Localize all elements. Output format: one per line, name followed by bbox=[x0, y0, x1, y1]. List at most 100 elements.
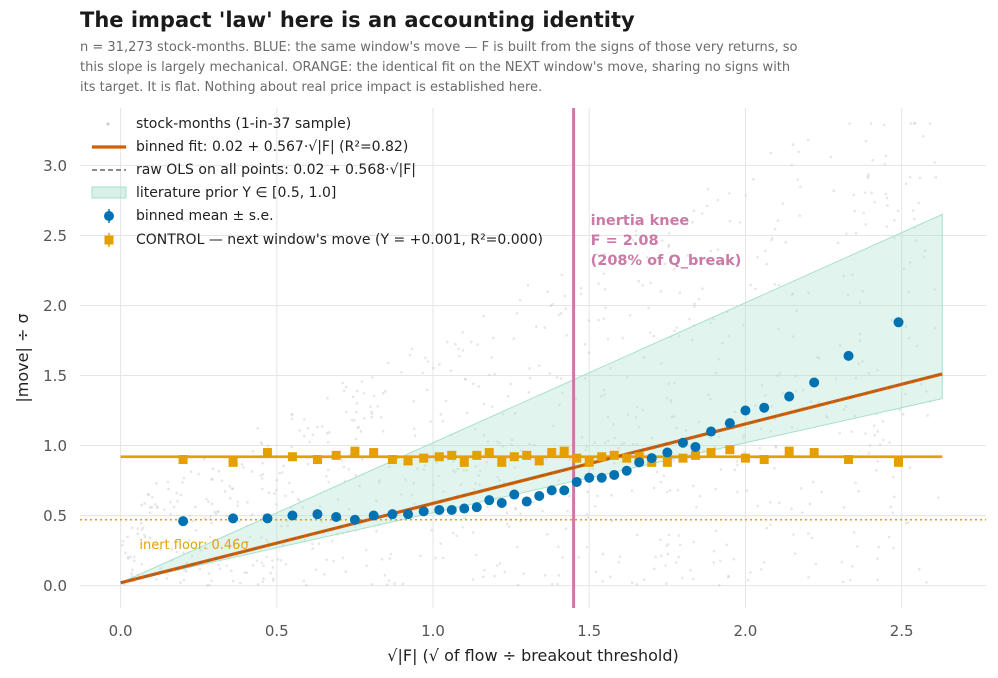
binned-mean-point bbox=[706, 426, 717, 437]
sample-point bbox=[681, 576, 684, 580]
control-marker bbox=[369, 448, 379, 458]
sample-point bbox=[649, 240, 653, 243]
sample-point bbox=[280, 471, 284, 474]
sample-point bbox=[675, 426, 678, 430]
sample-point bbox=[568, 494, 571, 498]
sample-point bbox=[792, 335, 795, 338]
sample-point bbox=[699, 494, 702, 498]
sample-point bbox=[800, 511, 804, 514]
sample-point bbox=[698, 420, 701, 423]
sample-point bbox=[501, 412, 505, 416]
sample-point bbox=[290, 412, 294, 416]
sample-point bbox=[354, 437, 358, 441]
sample-point bbox=[306, 427, 310, 430]
sample-point bbox=[689, 568, 692, 572]
sample-point bbox=[217, 470, 221, 473]
sample-point bbox=[907, 337, 911, 340]
sample-point bbox=[298, 429, 301, 432]
sample-point bbox=[707, 257, 711, 260]
sample-point bbox=[507, 525, 511, 529]
control-marker bbox=[522, 450, 532, 460]
sample-point bbox=[496, 564, 499, 567]
sample-point bbox=[184, 569, 188, 573]
sample-point bbox=[691, 577, 695, 581]
sample-point bbox=[210, 502, 214, 506]
sample-point bbox=[336, 498, 340, 501]
sample-point bbox=[477, 474, 480, 477]
sample-point bbox=[246, 501, 249, 504]
sample-point bbox=[853, 414, 857, 418]
sample-point bbox=[301, 506, 305, 509]
sample-point bbox=[667, 382, 671, 386]
sample-point bbox=[851, 273, 854, 277]
sample-point bbox=[179, 581, 182, 585]
sample-point bbox=[716, 248, 720, 251]
sample-point bbox=[919, 382, 923, 386]
sample-point bbox=[907, 290, 910, 294]
sample-point bbox=[829, 155, 833, 159]
sample-point bbox=[635, 582, 639, 586]
sample-point bbox=[321, 425, 324, 428]
sample-point bbox=[727, 575, 730, 579]
sample-point bbox=[577, 556, 581, 559]
sample-point bbox=[883, 163, 887, 166]
sample-point bbox=[790, 163, 793, 167]
sample-point bbox=[210, 521, 214, 525]
sample-point bbox=[912, 122, 916, 125]
sample-point bbox=[861, 360, 864, 363]
sample-point bbox=[326, 396, 329, 400]
sample-point bbox=[412, 481, 416, 485]
sample-point bbox=[617, 446, 621, 450]
binned-mean-point bbox=[843, 350, 854, 361]
sample-point bbox=[483, 569, 486, 572]
sample-point bbox=[250, 470, 254, 473]
sample-point bbox=[781, 391, 785, 395]
sample-point bbox=[602, 388, 606, 392]
sample-point bbox=[344, 570, 348, 573]
sample-point bbox=[260, 487, 264, 491]
binned-mean-point bbox=[446, 504, 457, 515]
control-marker bbox=[547, 448, 557, 458]
sample-point bbox=[372, 394, 376, 398]
sample-point bbox=[697, 297, 701, 301]
sample-point bbox=[892, 475, 895, 479]
sample-point bbox=[531, 500, 535, 504]
sample-point bbox=[543, 574, 547, 577]
control-marker bbox=[678, 453, 688, 463]
sample-point bbox=[482, 433, 486, 437]
chart-subtitle: n = 31,273 stock-months. BLUE: the same … bbox=[80, 38, 940, 98]
sample-point bbox=[736, 490, 739, 494]
sample-point bbox=[175, 491, 178, 495]
sample-point bbox=[515, 545, 519, 549]
sample-point bbox=[419, 554, 422, 558]
sample-point bbox=[790, 426, 794, 429]
sample-point bbox=[358, 484, 362, 488]
sample-point bbox=[558, 403, 561, 407]
sample-point bbox=[636, 533, 639, 537]
sample-point bbox=[150, 505, 154, 509]
sample-point bbox=[607, 439, 610, 443]
sample-point bbox=[595, 252, 599, 256]
sample-point bbox=[432, 366, 435, 370]
sample-point bbox=[873, 433, 877, 437]
sample-point bbox=[132, 555, 136, 559]
sample-point bbox=[198, 567, 202, 571]
sample-point bbox=[325, 475, 328, 478]
sample-point bbox=[362, 391, 366, 395]
sample-point bbox=[665, 396, 669, 400]
sample-point bbox=[917, 201, 920, 205]
sample-point bbox=[284, 562, 288, 566]
binned-mean-point bbox=[349, 514, 360, 525]
sample-point bbox=[898, 408, 902, 412]
sample-point bbox=[565, 334, 568, 337]
sample-point bbox=[675, 561, 678, 564]
sample-point bbox=[410, 347, 414, 351]
legend-label-5: binned mean ± s.e. bbox=[136, 208, 274, 224]
sample-point bbox=[510, 443, 513, 446]
sample-point bbox=[465, 411, 469, 415]
sample-point bbox=[381, 391, 385, 395]
sample-point bbox=[169, 512, 172, 516]
sample-point bbox=[597, 282, 600, 285]
sample-points-group bbox=[120, 122, 940, 587]
